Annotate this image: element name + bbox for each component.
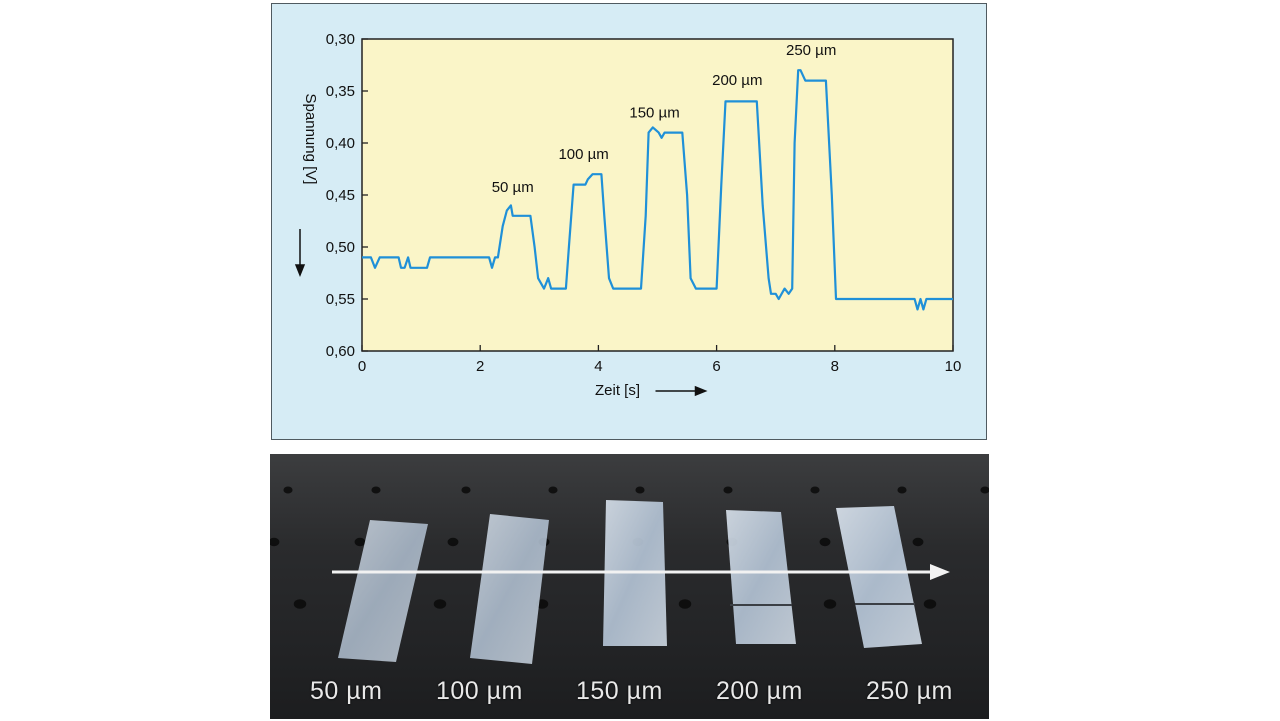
y-axis-arrow-icon [294, 229, 306, 278]
photo-label-200: 200 µm [716, 677, 803, 705]
breadboard-hole [371, 486, 381, 494]
x-tick-label: 8 [831, 358, 839, 375]
breadboard-hole [823, 599, 837, 609]
chart-panel: 0 2 4 6 8 10 0,30 0,35 0,40 0,45 0,50 0,55 0,60 50 µ… [271, 3, 987, 440]
y-tick-label: 0,55 [326, 291, 355, 308]
breadboard-hole [635, 486, 645, 494]
x-axis-label: Zeit [s] [595, 382, 640, 399]
y-tick-label: 0,30 [326, 31, 355, 48]
x-axis-arrow-icon [655, 385, 708, 397]
axis-ticks: 0 2 4 6 8 10 0,30 0,35 0,40 0,45 0,50 0,55 0,60 [326, 31, 962, 375]
film-strip-200 [726, 510, 796, 644]
photo-label-150: 150 µm [576, 677, 663, 705]
x-tick-label: 4 [594, 358, 602, 375]
breadboard-hole [461, 486, 471, 494]
x-tick-label: 0 [358, 358, 366, 375]
scan-arrow-head-icon [930, 564, 950, 580]
breadboard-hole [293, 599, 307, 609]
breadboard-hole [548, 486, 558, 494]
voltage-chart: 0 2 4 6 8 10 0,30 0,35 0,40 0,45 0,50 0,55 0,60 50 µ… [294, 31, 962, 399]
thickness-annotation: 250 µm [786, 42, 836, 59]
series-layer [362, 69, 953, 311]
thickness-annotation: 100 µm [558, 146, 608, 163]
breadboard-hole [912, 537, 924, 547]
photo-scene [270, 486, 989, 664]
thickness-annotation: 150 µm [629, 104, 679, 121]
photo-label-50: 50 µm [310, 677, 383, 705]
x-tick-label: 10 [945, 358, 962, 375]
film-samples-photo: 50 µm 100 µm 150 µm 200 µm 250 µm [270, 454, 989, 719]
photo-label-250: 250 µm [866, 677, 953, 705]
breadboard-hole [723, 486, 733, 494]
breadboard-hole [980, 486, 989, 494]
film-strip-250 [836, 506, 922, 648]
y-tick-label: 0,60 [326, 343, 355, 360]
photo-label-100: 100 µm [436, 677, 523, 705]
y-tick-label: 0,35 [326, 83, 355, 100]
breadboard-hole [270, 537, 280, 547]
y-tick-label: 0,40 [326, 135, 355, 152]
thickness-annotation: 50 µm [492, 179, 534, 196]
y-tick-label: 0,45 [326, 187, 355, 204]
breadboard-hole [354, 537, 366, 547]
breadboard-hole [283, 486, 293, 494]
breadboard-hole [433, 599, 447, 609]
y-tick-label: 0,50 [326, 239, 355, 256]
thickness-annotation: 200 µm [712, 72, 762, 89]
breadboard-hole [447, 537, 459, 547]
y-axis-label: Spannung [V] [302, 94, 319, 185]
breadboard-hole [819, 537, 831, 547]
film-strip-50 [338, 520, 428, 662]
annotations: 50 µm 100 µm 150 µm 200 µm 250 µm [492, 42, 837, 196]
breadboard-hole [897, 486, 907, 494]
x-tick-label: 2 [476, 358, 484, 375]
breadboard-hole [678, 599, 692, 609]
axis-titles: Zeit [s] Spannung [V] [294, 94, 708, 399]
series-line-0 [362, 69, 953, 311]
film-strip-100 [470, 514, 549, 664]
breadboard-hole [810, 486, 820, 494]
breadboard-hole [923, 599, 937, 609]
x-tick-label: 6 [712, 358, 720, 375]
plot-area [361, 38, 954, 352]
